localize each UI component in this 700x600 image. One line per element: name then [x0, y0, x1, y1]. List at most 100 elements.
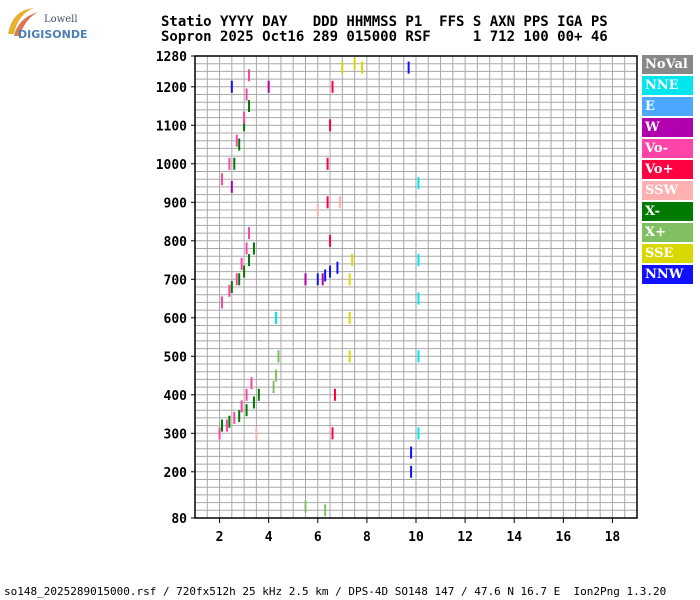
- x-tick-label: 8: [363, 530, 371, 545]
- data-point-nnw: [410, 465, 413, 478]
- y-tick-label: 1100: [156, 119, 187, 134]
- data-point-x-: [324, 504, 327, 517]
- data-point-vo-: [233, 411, 236, 424]
- logo-globe-icon: [8, 8, 38, 36]
- legend-item-nne: NNE: [642, 76, 693, 95]
- legend-item-sse: SSE: [642, 244, 693, 263]
- data-point-vo-: [245, 242, 248, 255]
- data-point-x-: [228, 415, 231, 428]
- legend-item-x-: X-: [642, 202, 693, 221]
- data-point-x-: [248, 100, 251, 113]
- data-point-nnw: [316, 273, 319, 286]
- data-point-sse: [348, 311, 351, 324]
- legend-item-w: W: [642, 118, 693, 137]
- plot-axes: 80 200 300 400 500 600 700 800 900 1000 1100 1200 12…: [156, 50, 638, 545]
- x-tick-label: 18: [605, 530, 621, 545]
- ionogram-plot: 80 200 300 400 500 600 700 800 900 1000 1100 1200 12…: [156, 50, 638, 545]
- data-point-nnw: [329, 265, 332, 278]
- data-point-vo-: [331, 427, 334, 440]
- data-point-nne: [275, 311, 278, 324]
- plot-grid: [194, 55, 638, 519]
- data-point-x-: [248, 254, 251, 267]
- data-point-sse: [348, 350, 351, 363]
- data-point-vo-: [228, 157, 231, 170]
- legend-item-vo-: Vo-: [642, 139, 693, 158]
- y-tick-label: 200: [164, 466, 188, 481]
- x-tick-label: 6: [314, 530, 322, 545]
- y-tick-label: 300: [164, 427, 188, 442]
- legend-item-vo-: Vo+: [642, 160, 693, 179]
- data-point-x-: [238, 409, 241, 422]
- data-point-nne: [417, 350, 420, 363]
- x-tick-label: 14: [506, 530, 522, 545]
- legend-item-nnw: NNW: [642, 265, 693, 284]
- legend: NoVal NNE E W Vo- Vo+ SSW X- X+ SSE NNW: [642, 55, 693, 286]
- data-point-nne: [417, 292, 420, 305]
- data-point-vo-: [218, 427, 221, 440]
- data-point-nne: [417, 254, 420, 267]
- y-tick-label: 600: [164, 312, 188, 327]
- data-point-x-: [221, 419, 224, 432]
- data-point-vo-: [329, 234, 332, 247]
- data-point-nnw: [410, 446, 413, 459]
- x-tick-label: 10: [408, 530, 424, 545]
- data-point-w: [230, 180, 233, 193]
- logo-text-top: Lowell: [44, 14, 78, 25]
- data-point-w: [304, 273, 307, 286]
- legend-item-e: E: [642, 97, 693, 116]
- data-point-x-: [243, 119, 246, 132]
- data-point-x-: [252, 242, 255, 255]
- data-point-x-: [252, 396, 255, 409]
- data-point-vo-: [329, 119, 332, 132]
- data-point-vo-: [250, 377, 253, 390]
- data-point-nnw: [230, 80, 233, 93]
- data-point-ssw: [255, 427, 258, 440]
- legend-item-ssw: SSW: [642, 181, 693, 200]
- header-fields-row: Statio YYYY DAY DDD HHMMSS P1 FFS S AXN …: [161, 14, 608, 30]
- data-point-vo-: [221, 173, 224, 186]
- data-point-vo-: [248, 69, 251, 82]
- data-point-nnw: [324, 269, 327, 282]
- data-point-ssw: [316, 204, 319, 216]
- data-point-x-: [243, 265, 246, 278]
- data-point-vo-: [235, 134, 238, 147]
- y-tick-label: 500: [164, 350, 188, 365]
- data-point-vo-: [331, 80, 334, 93]
- data-point-x-: [233, 157, 236, 170]
- y-tick-label: 80: [171, 512, 187, 527]
- header-values-row: Sopron 2025 Oct16 289 015000 RSF 1 712 1…: [161, 29, 608, 45]
- data-point-x-: [304, 500, 307, 513]
- data-point-sse: [360, 61, 363, 74]
- x-tick-label: 2: [216, 530, 224, 545]
- y-tick-label: 1280: [156, 50, 187, 65]
- data-point-vo-: [243, 111, 246, 124]
- data-point-vo-: [221, 296, 224, 309]
- data-point-w: [267, 80, 270, 93]
- plot-points: [218, 57, 420, 517]
- data-point-vo-: [228, 284, 231, 297]
- data-point-sse: [353, 57, 356, 70]
- data-point-vo-: [240, 257, 243, 270]
- data-point-ssw: [338, 196, 341, 209]
- data-point-sse: [341, 61, 344, 74]
- data-point-vo-: [333, 388, 336, 401]
- data-point-x-: [272, 381, 275, 394]
- data-point-x-: [238, 273, 241, 286]
- data-point-x-: [277, 350, 280, 363]
- data-point-sse: [351, 254, 354, 267]
- data-point-x-: [230, 281, 233, 293]
- data-point-nne: [417, 177, 420, 190]
- x-tick-label: 16: [556, 530, 572, 545]
- x-tick-label: 12: [457, 530, 473, 545]
- logo-text-bottom: DIGISONDE: [18, 28, 88, 41]
- digisonde-logo: Lowell DIGISONDE: [4, 4, 88, 44]
- y-tick-label: 700: [164, 273, 188, 288]
- data-point-vo-: [245, 88, 248, 101]
- data-point-vo-: [326, 196, 329, 209]
- y-tick-label: 800: [164, 235, 188, 250]
- data-point-x-: [245, 404, 248, 417]
- data-point-x-: [257, 388, 260, 401]
- data-point-nne: [417, 427, 420, 440]
- footer-info: so148_2025289015000.rsf / 720fx512h 25 k…: [4, 585, 667, 598]
- data-point-vo-: [248, 227, 251, 240]
